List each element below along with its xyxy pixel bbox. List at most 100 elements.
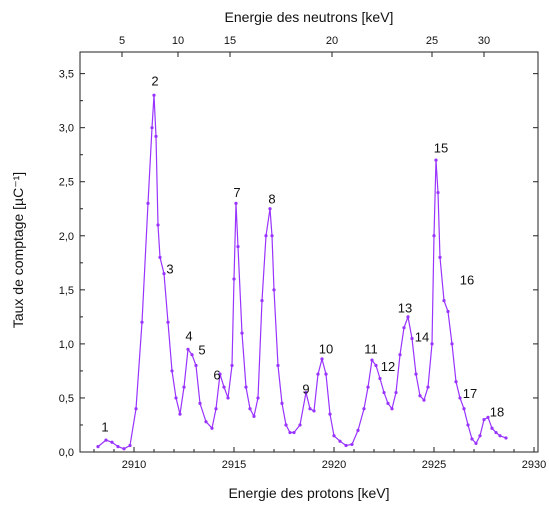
y-tick-label: 2,5: [59, 177, 74, 189]
data-point: [362, 407, 366, 411]
data-point: [436, 190, 440, 195]
data-point: [158, 255, 162, 260]
data-point: [134, 407, 138, 411]
data-point: [248, 407, 252, 411]
data-point: [218, 372, 222, 376]
peak-label: 11: [364, 342, 378, 357]
data-point: [316, 372, 320, 376]
data-point: [410, 336, 414, 341]
data-point: [116, 444, 120, 449]
data-point: [498, 434, 502, 438]
data-point: [454, 380, 458, 384]
data-point: [470, 437, 474, 441]
data-point: [214, 407, 218, 411]
data-point: [324, 372, 328, 376]
data-point: [190, 353, 194, 357]
data-point: [370, 358, 374, 362]
data-point: [298, 423, 302, 427]
x2-tick-label: 15: [224, 35, 236, 47]
data-point: [394, 390, 398, 395]
data-point: [494, 430, 498, 435]
data-point: [156, 223, 160, 227]
x-tick-label: 2910: [122, 459, 146, 471]
data-point: [210, 426, 214, 430]
y-tick-label: 0,0: [59, 447, 74, 459]
data-point: [182, 385, 186, 389]
peak-label: 5: [198, 343, 205, 358]
data-point: [152, 93, 156, 97]
data-point: [308, 407, 312, 411]
data-series-line: [97, 95, 507, 450]
data-point: [122, 447, 126, 451]
data-point: [328, 412, 332, 416]
data-point: [198, 401, 202, 405]
data-point: [490, 426, 494, 430]
data-point: [284, 423, 288, 427]
x2-tick-label: 10: [172, 35, 184, 47]
data-point: [146, 201, 150, 205]
data-point: [170, 369, 174, 373]
y-tick-label: 1,0: [59, 339, 74, 351]
data-point: [272, 288, 276, 292]
y-tick-label: 0,5: [59, 393, 74, 405]
data-point: [264, 234, 268, 238]
data-point: [234, 201, 238, 205]
data-point: [186, 347, 190, 351]
data-point: [222, 385, 226, 389]
peak-label: 12: [381, 359, 395, 374]
x-tick-label: 2915: [222, 459, 246, 471]
peak-label: 17: [463, 386, 477, 401]
peak-label: 3: [166, 262, 173, 277]
y-tick-label: 2,0: [59, 231, 74, 243]
peak-label: 10: [319, 342, 333, 357]
data-point: [140, 320, 144, 324]
data-point: [402, 326, 406, 330]
data-point: [378, 376, 382, 381]
data-point: [414, 372, 418, 376]
peak-label: 9: [302, 382, 309, 397]
data-point: [204, 420, 208, 424]
data-point: [292, 430, 296, 435]
data-point: [174, 396, 178, 400]
data-point: [438, 255, 442, 260]
x-tick-label: 2920: [322, 459, 346, 471]
data-point: [150, 126, 154, 130]
data-point: [162, 272, 166, 276]
x-tick-label: 2925: [422, 459, 446, 471]
y-tick-label: 3,0: [59, 123, 74, 135]
data-point: [442, 299, 446, 303]
data-point: [434, 158, 438, 162]
x2-tick-label: 5: [119, 35, 125, 47]
data-point: [166, 320, 170, 324]
data-point: [382, 390, 386, 395]
data-point: [96, 444, 100, 449]
data-point: [178, 412, 182, 416]
data-point: [462, 407, 466, 411]
data-point: [350, 442, 354, 447]
data-point: [366, 385, 370, 389]
x2-tick-label: 25: [426, 35, 438, 47]
data-point: [230, 363, 234, 368]
data-point: [356, 428, 360, 432]
x-tick-label: 2930: [522, 459, 546, 471]
data-point: [374, 363, 378, 368]
x-axis-title: Energie des protons [keV]: [228, 485, 389, 501]
data-point: [320, 357, 324, 361]
peak-label: 18: [490, 404, 504, 419]
data-point: [504, 436, 508, 440]
plot-frame: [79, 51, 539, 453]
data-point: [268, 207, 272, 211]
peak-label: 15: [434, 141, 448, 156]
data-point: [232, 277, 236, 281]
data-point: [398, 353, 402, 357]
data-point: [304, 390, 308, 395]
data-point: [422, 398, 426, 402]
data-point: [270, 234, 274, 238]
data-point: [474, 441, 478, 445]
data-point: [260, 299, 264, 303]
peak-label: 4: [185, 329, 192, 344]
data-point: [432, 234, 436, 238]
peak-label: 2: [151, 74, 158, 89]
peak-label: 1: [101, 419, 108, 434]
